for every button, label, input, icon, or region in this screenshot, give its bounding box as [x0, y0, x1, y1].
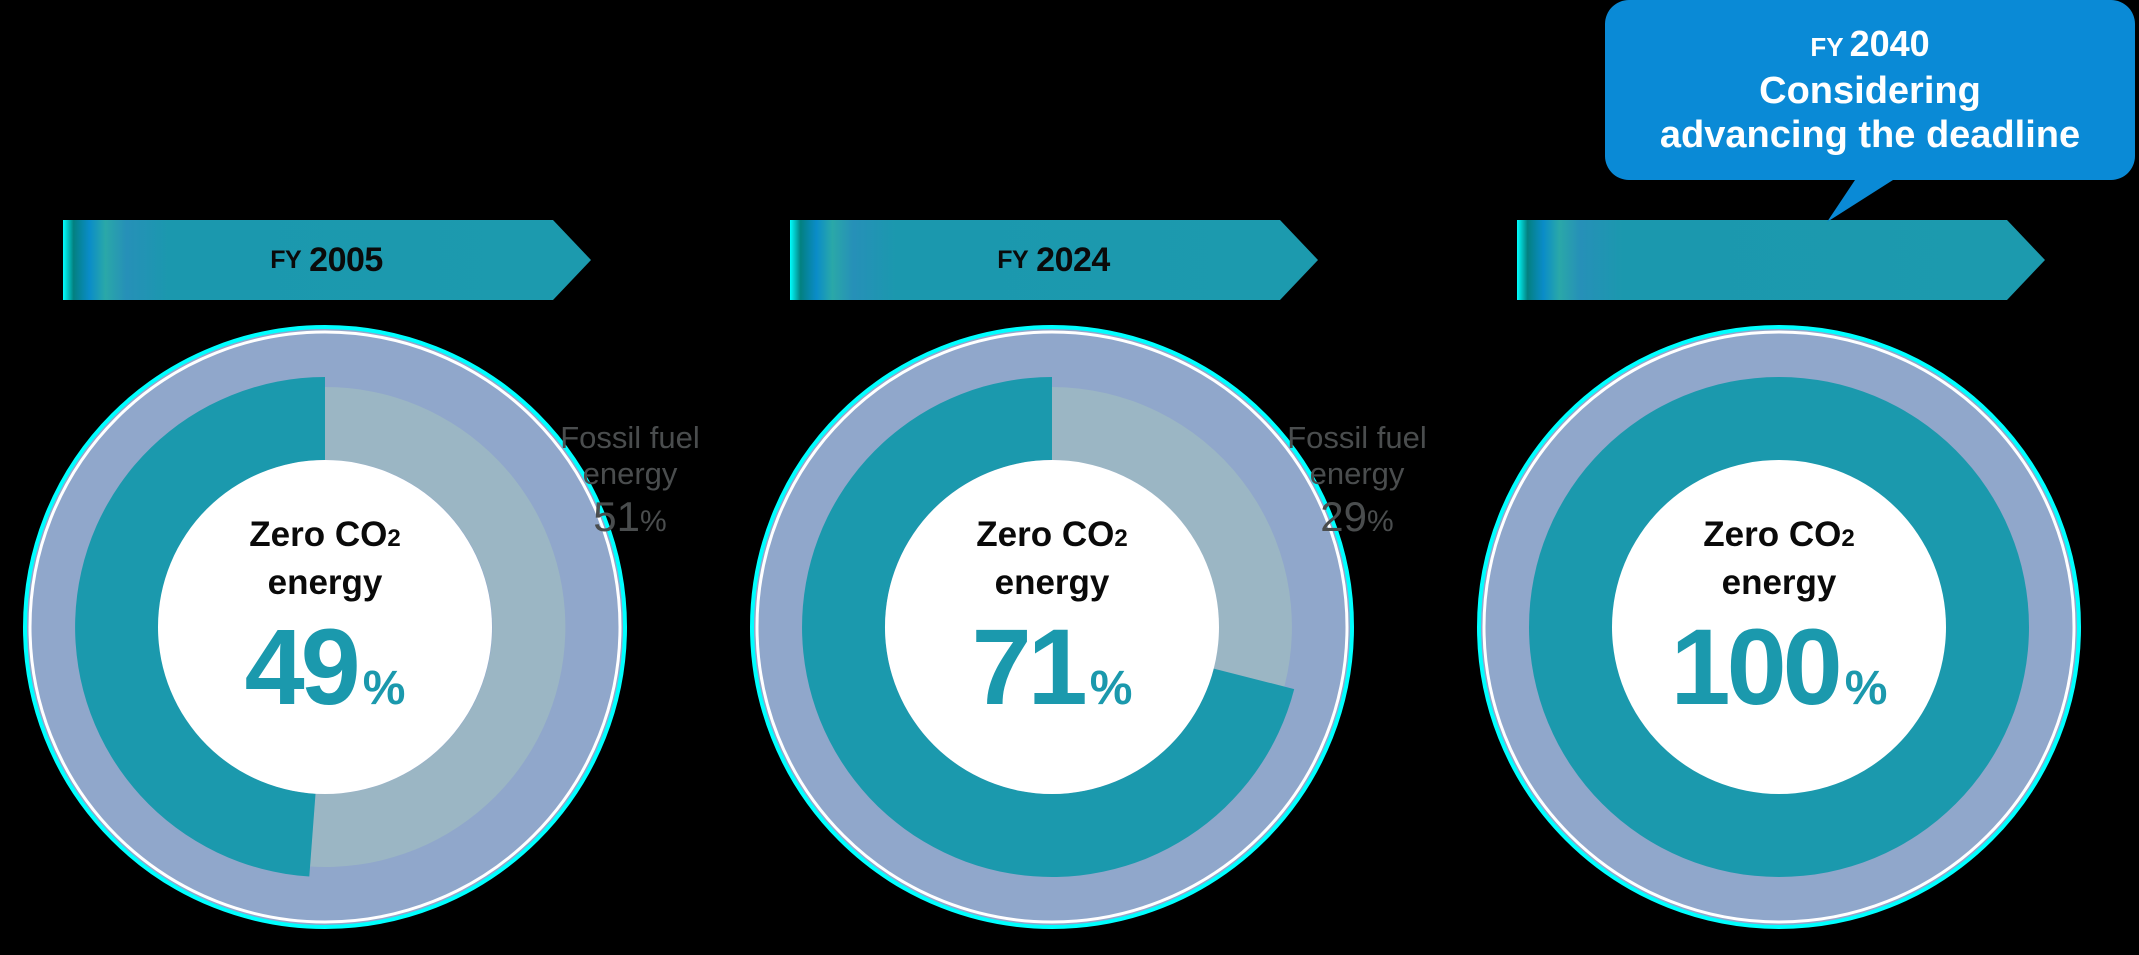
- donut-chart: [1477, 325, 2081, 929]
- zero-co2-value: 49%: [244, 606, 406, 727]
- fossil-label: Fossil fuel energy 51%: [540, 420, 720, 547]
- zero-co2-segment: [75, 377, 325, 877]
- year-label: FY 2005: [270, 240, 383, 279]
- donut-center: [885, 460, 1219, 794]
- donut-chart: [750, 325, 1354, 929]
- panel-fy2040: Zero CO2 energy 100%: [1454, 0, 2139, 955]
- fossil-segment: [309, 386, 566, 867]
- zero-co2-value: 71%: [971, 606, 1133, 727]
- fossil-label: Fossil fuel energy 29%: [1267, 420, 1447, 547]
- panel-fy2005: FY 2005 Zero CO2 energy 49% Fossil fuel …: [0, 0, 727, 955]
- zero-co2-value: 100%: [1670, 606, 1888, 727]
- zero-co2-segment: [802, 377, 1295, 877]
- center-label: Zero CO2 energy 49%: [158, 460, 492, 794]
- fossil-segment: [1052, 387, 1292, 687]
- donut-center: [158, 460, 492, 794]
- center-label: Zero CO2 energy 100%: [1612, 460, 1946, 794]
- panel-fy2024: FY 2024 Zero CO2 energy 71% Fossil fuel …: [727, 0, 1454, 955]
- speech-bubble-icon: [1605, 0, 2135, 222]
- fossil-value: 29%: [1320, 493, 1394, 540]
- donut-chart: [23, 325, 627, 929]
- target-callout: FY 2040 Considering advancing the deadlin…: [1605, 0, 2135, 222]
- arrow-shape-icon: [790, 220, 1318, 300]
- donut-center: [1612, 460, 1946, 794]
- center-label: Zero CO2 energy 71%: [885, 460, 1219, 794]
- year-label: FY 2024: [997, 240, 1110, 279]
- arrow-shape-icon: [63, 220, 591, 300]
- fossil-value: 51%: [593, 493, 667, 540]
- arrow-shape-icon: [1517, 220, 2045, 300]
